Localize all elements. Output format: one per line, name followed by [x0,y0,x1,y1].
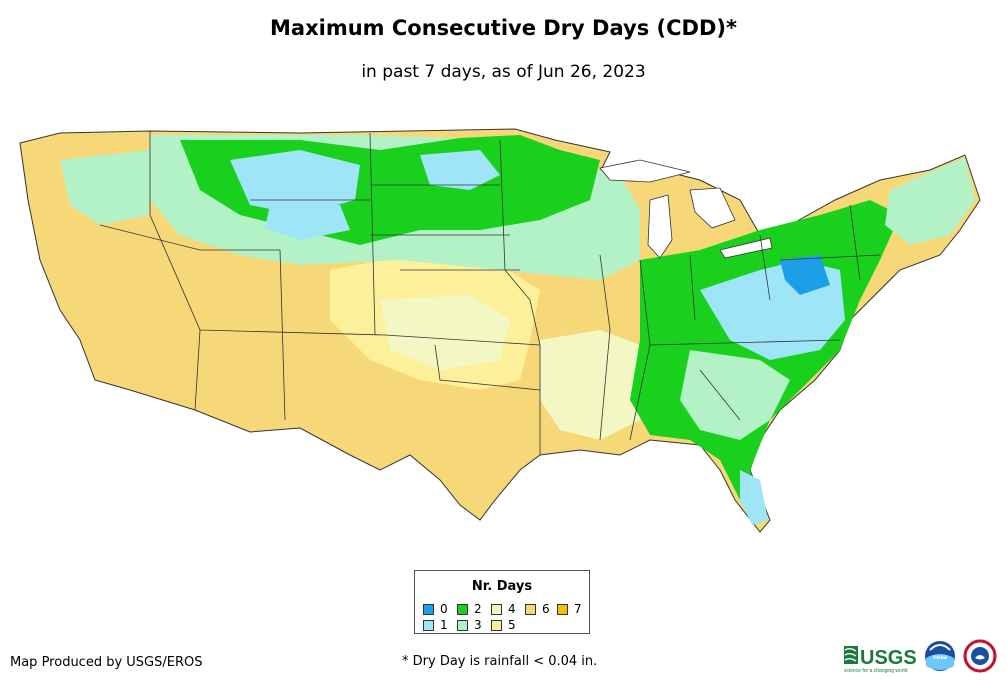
agency-logos: USGS science for a changing world noaa [844,639,997,674]
legend-label: 5 [508,618,516,632]
lake-michigan [647,194,673,259]
legend-item-4: 4 [491,602,516,616]
usgs-tagline: science for a changing world [844,668,908,674]
legend-swatch [423,603,434,615]
dakota-1day-zone [420,150,500,190]
legend-title: Nr. Days [471,579,533,594]
legend-item-6: 6 [525,602,550,616]
legend-item-5: 5 [491,618,516,632]
state-boundaries [99,131,881,455]
pnw-zone [60,150,150,225]
legend-swatch [491,603,502,615]
florida-1day-zone [740,470,768,525]
southeast-3day-zone [680,350,790,440]
noaa-logo-icon: noaa [925,641,955,671]
legend-swatch [491,619,502,631]
legend-item-7: 7 [557,602,582,616]
nws-logo-icon [963,639,997,673]
map-subtitle: in past 7 days, as of Jun 26, 2023 [361,62,646,82]
legend-swatch [457,603,468,615]
lake-superior [599,159,691,183]
legend: Nr. Days 0 1 2 3 4 5 6 7 [414,570,590,634]
montana-1day-zone [230,150,360,215]
lake-huron [689,187,736,229]
legend-label: 4 [508,602,516,616]
cdd-map [19,128,981,533]
new-england-3day-zone [885,158,975,245]
legend-swatch [557,603,568,615]
legend-item-1: 1 [423,618,448,632]
legend-item-2: 2 [457,602,482,616]
legend-label: 7 [574,602,582,616]
map-credit: Map Produced by USGS/EROS [10,655,203,670]
usgs-wordmark: USGS [860,647,917,669]
noaa-wordmark: noaa [933,655,948,661]
legend-item-0: 0 [423,602,448,616]
legend-swatch [525,603,536,615]
plains-4day-zone [380,295,510,370]
legend-label: 1 [440,618,448,632]
legend-swatch [457,619,468,631]
south-pale-zone [540,330,640,440]
wyoming-1day-zone [265,205,350,240]
legend-item-3: 3 [457,618,482,632]
lake-erie [719,237,773,259]
usgs-logo-icon: USGS science for a changing world [844,646,917,674]
legend-label: 6 [542,602,550,616]
legend-label: 2 [474,602,482,616]
penn-0day-zone [780,255,830,295]
legend-label: 3 [474,618,482,632]
map-title: Maximum Consecutive Dry Days (CDD)* [270,16,737,40]
dry-day-footnote: * Dry Day is rainfall < 0.04 in. [402,654,598,669]
legend-label: 0 [440,602,448,616]
legend-swatch [423,619,434,631]
